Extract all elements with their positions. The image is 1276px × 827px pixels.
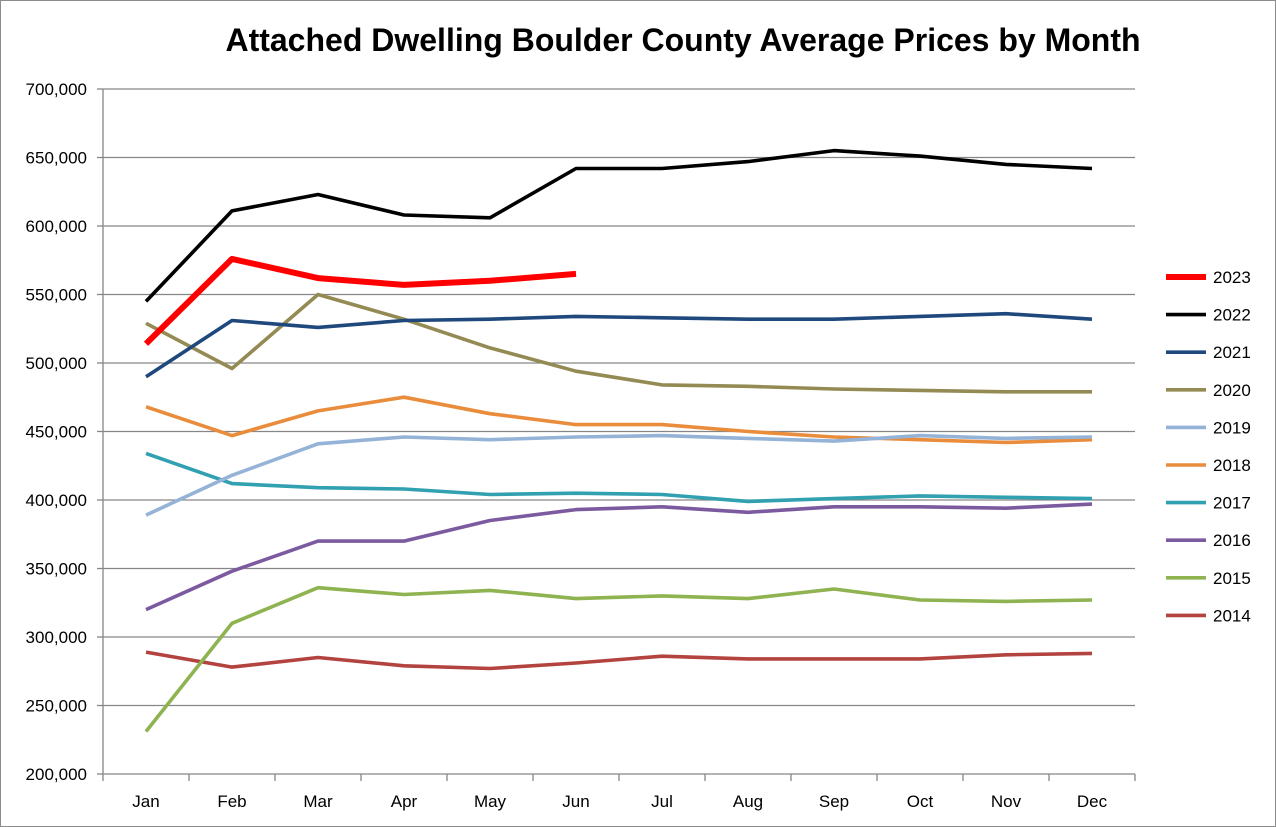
x-tick-label-jul: Jul	[651, 792, 673, 811]
y-tick-label: 600,000	[26, 217, 87, 236]
x-tick-label-mar: Mar	[303, 792, 333, 811]
series-line-2019	[145, 433, 1093, 517]
y-tick-label: 450,000	[26, 423, 87, 442]
legend-label-2021: 2021	[1213, 343, 1251, 362]
chart-title: Attached Dwelling Boulder County Average…	[225, 22, 1140, 58]
x-tick-label-jan: Jan	[132, 792, 159, 811]
x-tick-label-sep: Sep	[819, 792, 849, 811]
y-tick-label: 550,000	[26, 286, 87, 305]
series-line-2023	[143, 255, 577, 346]
series-line-2017	[145, 451, 1093, 504]
series-line-2020	[145, 292, 1092, 394]
legend-label-2014: 2014	[1213, 606, 1251, 625]
x-tick-label-feb: Feb	[217, 792, 246, 811]
gridlines	[103, 88, 1135, 707]
legend-label-2018: 2018	[1213, 456, 1251, 475]
x-tick-label-nov: Nov	[991, 792, 1022, 811]
x-tick-label-aug: Aug	[733, 792, 763, 811]
x-tick-label-jun: Jun	[562, 792, 589, 811]
legend-label-2016: 2016	[1213, 531, 1251, 550]
x-tick-label-may: May	[474, 792, 507, 811]
legend-label-2023: 2023	[1213, 268, 1251, 287]
series-line-2015	[144, 585, 1093, 733]
y-tick-label: 250,000	[26, 697, 87, 716]
series-line-2021	[145, 311, 1093, 379]
series-line-2014	[145, 650, 1093, 671]
y-tick-label: 650,000	[26, 149, 87, 168]
series-lines	[143, 148, 1093, 733]
series-line-2016	[145, 502, 1093, 612]
y-tick-label: 500,000	[26, 354, 87, 373]
legend-label-2022: 2022	[1213, 306, 1251, 325]
x-tick-label-dec: Dec	[1077, 792, 1108, 811]
x-tick-label-apr: Apr	[391, 792, 418, 811]
y-axis-ticks: 200,000 250,000 300,000 350,000 400,000 450,0…	[26, 80, 103, 784]
legend-label-2017: 2017	[1213, 494, 1251, 513]
x-axis-ticks: Jan Feb Mar Apr May Jun Jul Aug Sep Oct Nov Dec	[102, 774, 1136, 811]
series-line-2018	[145, 395, 1093, 445]
legend-label-2019: 2019	[1213, 418, 1251, 437]
legend-label-2020: 2020	[1213, 381, 1251, 400]
y-tick-label: 300,000	[26, 628, 87, 647]
legend: 2023 2022 2021 2020 2019 2018 2017 2016 2015 2014	[1166, 268, 1251, 625]
series-line-2022	[144, 148, 1093, 303]
y-tick-label: 200,000	[26, 765, 87, 784]
y-tick-label: 350,000	[26, 560, 87, 579]
y-tick-label: 700,000	[26, 80, 87, 99]
x-tick-label-oct: Oct	[907, 792, 934, 811]
legend-label-2015: 2015	[1213, 569, 1251, 588]
y-tick-label: 400,000	[26, 491, 87, 510]
